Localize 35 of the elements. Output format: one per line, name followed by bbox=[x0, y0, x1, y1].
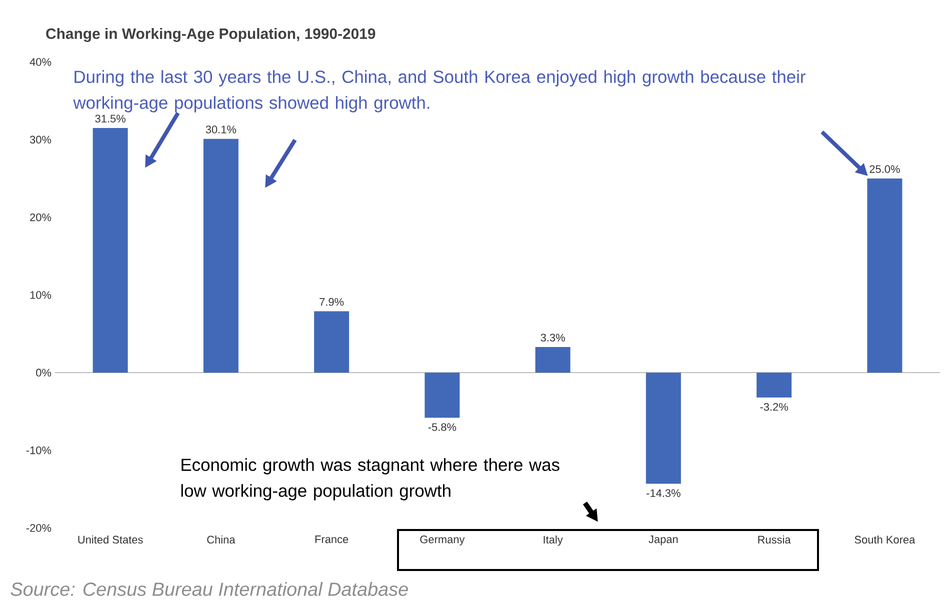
data-label: 3.3% bbox=[540, 334, 565, 342]
x-tick-label: France bbox=[315, 536, 348, 544]
y-tick-label: 30% bbox=[30, 136, 52, 144]
x-tick-label: Italy bbox=[544, 536, 563, 546]
bar bbox=[646, 372, 681, 484]
bar bbox=[92, 128, 128, 373]
y-tick-label: 0% bbox=[36, 368, 52, 377]
x-tick-label: Russia bbox=[758, 536, 791, 544]
x-tick-label: South Korea bbox=[854, 536, 916, 544]
data-label: 31.5% bbox=[95, 114, 126, 122]
y-tick-label: 40% bbox=[30, 58, 52, 66]
y-tick-label: -20% bbox=[26, 524, 52, 532]
data-label: -14.3% bbox=[646, 489, 680, 497]
x-tick-label: United States bbox=[78, 536, 143, 544]
data-label: 7.9% bbox=[320, 298, 344, 306]
data-label: -5.8% bbox=[428, 423, 456, 431]
annotation: During the last 30 years the U.S., China, and South Korea enjoyed high growth because their working-age populations showed high growth. bbox=[73, 70, 806, 112]
chart-title: Change in Working-Age Population, 1990-2019 bbox=[46, 28, 376, 42]
bar bbox=[424, 372, 460, 418]
annotation: Economic growth was stagnant where there was low working-age population growth bbox=[181, 458, 560, 500]
x-tick-label: Japan bbox=[648, 536, 678, 546]
bar bbox=[535, 347, 570, 373]
x-tick-label: Germany bbox=[420, 536, 465, 546]
data-label: 25.0% bbox=[870, 165, 900, 173]
y-tick-label: -10% bbox=[26, 446, 52, 454]
source-note: Source: Census Bureau International Database bbox=[10, 582, 408, 596]
x-tick-label: China bbox=[207, 536, 236, 544]
y-tick-label: 10% bbox=[30, 291, 52, 299]
bar bbox=[203, 138, 238, 373]
data-label: 30.1% bbox=[206, 126, 236, 134]
bar bbox=[867, 178, 902, 373]
y-tick-label: 20% bbox=[30, 213, 52, 222]
bar bbox=[314, 311, 350, 373]
data-label: -3.2% bbox=[760, 403, 788, 411]
bar bbox=[756, 372, 792, 398]
